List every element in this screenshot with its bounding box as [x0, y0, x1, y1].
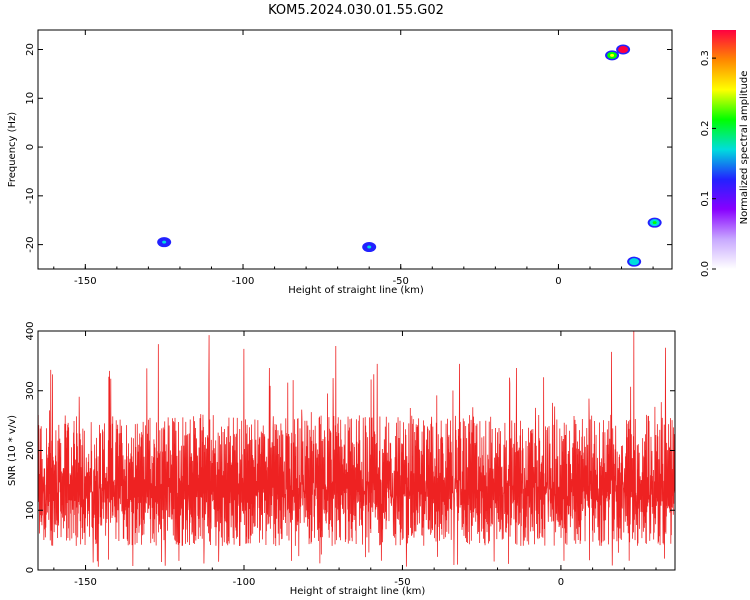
snr-panel: -150 -100 -50 0 0 100 200 300 400 Height of strai…: [7, 321, 676, 597]
snr-series-line: [38, 331, 675, 567]
snr-xtick-label: -100: [233, 577, 256, 588]
snr-xtick-label: -50: [394, 577, 410, 588]
snr-ytick-label: 100: [25, 501, 36, 520]
colorbar-label: Normalized spectral amplitude: [739, 71, 750, 225]
heatmap-spot-core: [162, 240, 167, 244]
colorbar-gradient: [712, 30, 736, 269]
snr-xtick-label: 0: [558, 577, 564, 588]
colorbar-tick-label: 0.1: [700, 191, 711, 207]
heatmap-ytick-label: -10: [25, 188, 36, 204]
heatmap-ytick-label: 20: [25, 43, 36, 56]
heatmap-noise: [38, 30, 672, 269]
heatmap-spot-core: [621, 48, 626, 52]
heatmap-spot-core: [367, 245, 372, 249]
snr-ytick-label: 400: [25, 321, 36, 340]
snr-ytick-label: 200: [25, 441, 36, 460]
heatmap-ytick-label: 10: [25, 92, 36, 105]
colorbar-tick-label: 0.0: [700, 261, 711, 277]
heatmap-xlabel: Height of straight line (km): [288, 285, 424, 296]
snr-frame: [37, 330, 676, 571]
heatmap-frame: [37, 29, 673, 270]
colorbar: 0.0 0.1 0.2 0.3 Normalized spectral amplitud…: [700, 30, 750, 277]
heatmap-spot-core: [610, 53, 615, 57]
heatmap-xtick-label: -150: [74, 276, 97, 287]
snr-ylabel: SNR (10 * v/v): [7, 415, 18, 486]
snr-ytick-label: 300: [25, 381, 36, 400]
heatmap-xtick-label: -50: [393, 276, 409, 287]
heatmap-field: [38, 30, 672, 269]
snr-ytick-label: 0: [25, 567, 36, 573]
heatmap-xtick-label: -100: [232, 276, 255, 287]
heatmap-ytick-label: 0: [25, 144, 36, 150]
figure-title: KOM5.2024.030.01.55.G02: [268, 3, 444, 18]
snr-xtick-label: -150: [74, 577, 97, 588]
snr-xlabel: Height of straight line (km): [290, 586, 426, 597]
heatmap-xtick-label: 0: [555, 276, 561, 287]
colorbar-tick-label: 0.2: [700, 120, 711, 136]
heatmap-spot-core: [652, 221, 657, 225]
heatmap-spot-core: [632, 260, 637, 264]
heatmap-ytick-label: -20: [25, 236, 36, 252]
colorbar-tick-label: 0.3: [700, 50, 711, 66]
snr-plot-area: [38, 331, 675, 567]
heatmap-ylabel: Frequency (Hz): [7, 112, 18, 188]
